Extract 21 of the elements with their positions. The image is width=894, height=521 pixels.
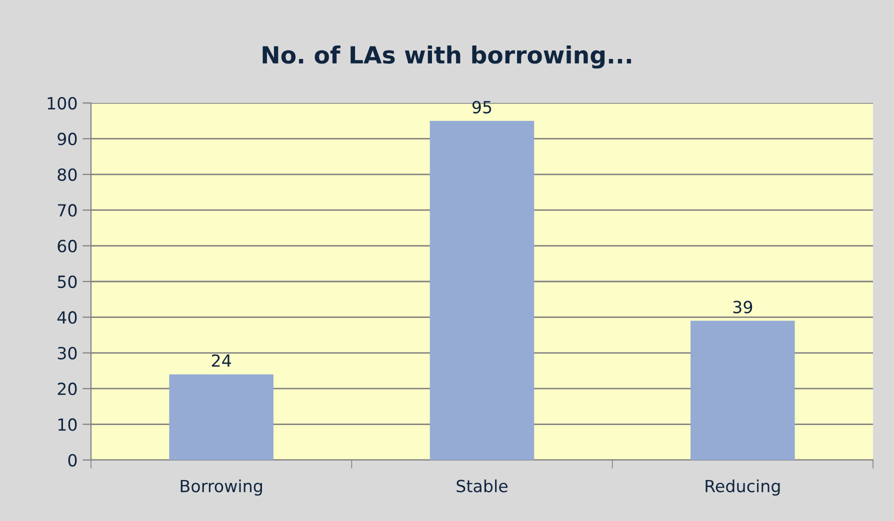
y-tick-label: 100 [48, 96, 77, 110]
data-label: 95 [472, 100, 492, 114]
y-tick-label: 70 [58, 204, 77, 217]
y-tick-label: 30 [58, 346, 77, 360]
data-label: 39 [733, 300, 752, 314]
data-label: 24 [212, 354, 231, 367]
bar [690, 320, 795, 460]
x-tick-label: Stable [456, 479, 508, 492]
chart-title: No. of LAs with borrowing... [262, 45, 632, 69]
y-tick-label: 60 [58, 240, 77, 252]
bar [169, 374, 274, 460]
x-tick-label: Borrowing [180, 479, 262, 496]
y-tick-label: 80 [58, 168, 77, 181]
y-tick-label: 90 [58, 132, 77, 146]
y-tick-label: 20 [58, 382, 77, 396]
bar [430, 120, 534, 460]
y-tick-label: 40 [57, 311, 77, 324]
y-tick-label: 50 [58, 275, 77, 288]
x-tick-label: Reducing [706, 479, 780, 496]
y-tick-label: 10 [58, 418, 77, 431]
y-tick-label: 0 [68, 454, 77, 467]
